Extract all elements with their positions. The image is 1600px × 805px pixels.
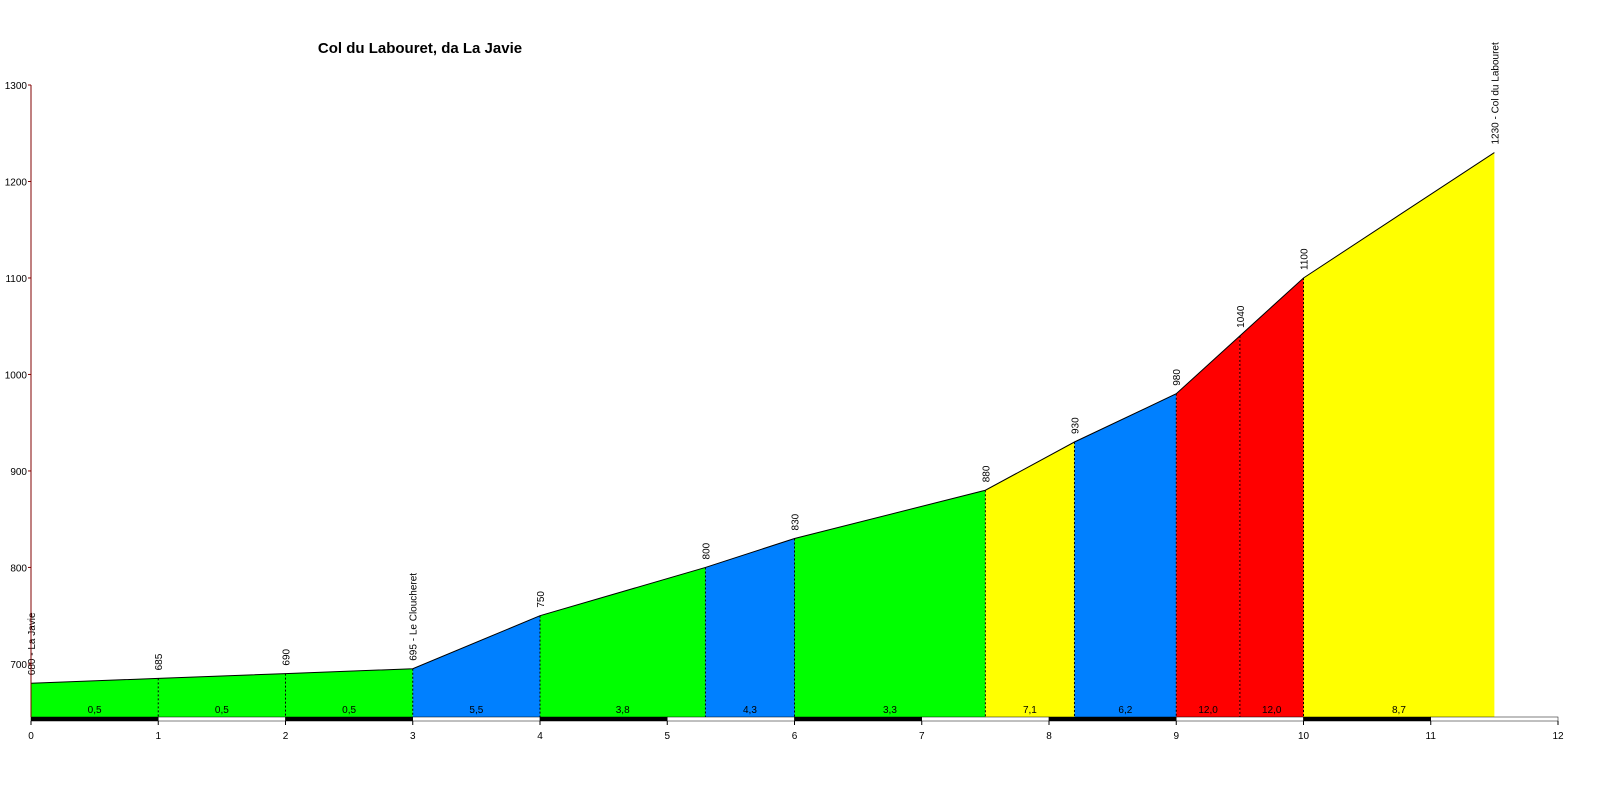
point-label: 880 bbox=[981, 465, 992, 482]
point-label: 800 bbox=[701, 542, 712, 559]
x-tick-label: 0 bbox=[28, 731, 34, 742]
x-tick-label: 2 bbox=[283, 731, 289, 742]
gradient-label: 3,8 bbox=[616, 705, 630, 716]
profile-segment bbox=[412, 615, 540, 717]
y-tick-label: 700 bbox=[10, 660, 27, 671]
gradient-label: 7,1 bbox=[1023, 705, 1037, 716]
x-tick-label: 9 bbox=[1173, 731, 1179, 742]
point-label: 695 - Le Cloucheret bbox=[409, 573, 420, 661]
profile-segment bbox=[31, 678, 159, 717]
point-label: 980 bbox=[1172, 369, 1183, 386]
y-tick-label: 1100 bbox=[5, 274, 27, 285]
gradient-label: 12,0 bbox=[1198, 705, 1218, 716]
profile-segment bbox=[705, 538, 795, 717]
scale-bar bbox=[285, 716, 413, 722]
point-label: 930 bbox=[1070, 417, 1081, 434]
scale-bar bbox=[794, 716, 922, 722]
x-tick-label: 12 bbox=[1552, 731, 1564, 742]
point-label: 750 bbox=[536, 591, 547, 608]
gradient-label: 8,7 bbox=[1392, 705, 1406, 716]
profile-segment bbox=[794, 490, 986, 717]
x-tick-label: 4 bbox=[537, 731, 543, 742]
scale-bar bbox=[667, 716, 795, 722]
gradient-label: 12,0 bbox=[1262, 705, 1282, 716]
scale-bar bbox=[539, 716, 668, 722]
point-label: 830 bbox=[791, 513, 802, 530]
y-tick-label: 1300 bbox=[5, 81, 28, 92]
x-tick-label: 8 bbox=[1046, 731, 1052, 742]
x-tick-label: 3 bbox=[410, 731, 416, 742]
profile-segment bbox=[1074, 393, 1177, 717]
gradient-label: 0,5 bbox=[88, 705, 102, 716]
profile-segment bbox=[1176, 335, 1240, 717]
scale-bar bbox=[30, 716, 159, 722]
x-tick-label: 11 bbox=[1426, 731, 1437, 742]
x-tick-label: 1 bbox=[155, 731, 161, 742]
point-label: 1100 bbox=[1300, 248, 1311, 270]
x-tick-label: 7 bbox=[919, 731, 925, 742]
scale-bar bbox=[921, 716, 1050, 722]
scale-bar bbox=[1303, 716, 1431, 722]
x-tick-label: 6 bbox=[792, 731, 798, 742]
gradient-label: 3,3 bbox=[883, 705, 897, 716]
x-tick-label: 5 bbox=[664, 731, 670, 742]
y-tick-label: 1200 bbox=[5, 177, 28, 188]
point-label: 680 - La Javie bbox=[27, 612, 38, 675]
y-tick-label: 1000 bbox=[5, 370, 28, 381]
point-label: 1040 bbox=[1236, 305, 1247, 328]
gradient-label: 0,5 bbox=[215, 705, 229, 716]
profile-segment bbox=[1303, 152, 1495, 717]
profile-segment bbox=[285, 668, 413, 717]
gradient-label: 0,5 bbox=[342, 705, 356, 716]
point-label: 1230 - Col du Labouret bbox=[1490, 42, 1501, 145]
chart-title: Col du Labouret, da La Javie bbox=[318, 40, 522, 57]
profile-line bbox=[30, 152, 1495, 684]
point-label: 685 bbox=[154, 653, 165, 670]
profile-segment bbox=[985, 442, 1075, 717]
profile-segment bbox=[158, 673, 286, 717]
scale-bar bbox=[1176, 716, 1304, 722]
gradient-label: 6,2 bbox=[1118, 705, 1132, 716]
profile-segment bbox=[1239, 277, 1304, 717]
scale-bar bbox=[1430, 716, 1559, 722]
profile-segment bbox=[540, 567, 706, 717]
scale-bar bbox=[158, 716, 286, 722]
gradient-label: 4,3 bbox=[743, 705, 757, 716]
gradient-label: 5,5 bbox=[469, 705, 483, 716]
point-label: 690 bbox=[282, 648, 293, 665]
y-tick-label: 800 bbox=[10, 563, 27, 574]
y-tick-label: 900 bbox=[10, 467, 27, 478]
scale-bar bbox=[412, 716, 541, 722]
x-tick-label: 10 bbox=[1298, 731, 1310, 742]
scale-bar bbox=[1048, 716, 1177, 722]
